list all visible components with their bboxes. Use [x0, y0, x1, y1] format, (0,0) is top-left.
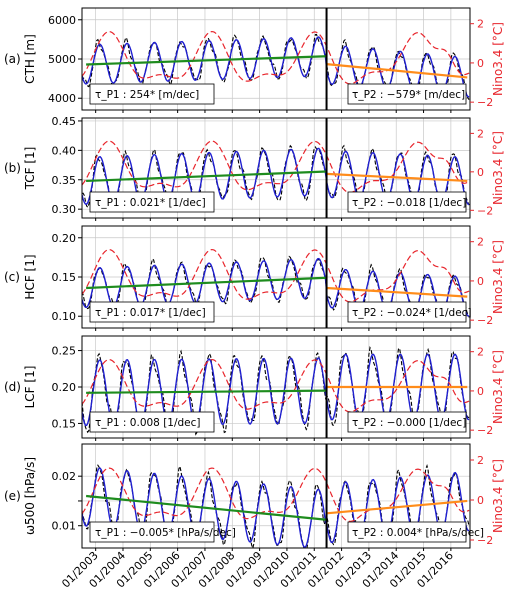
y-axis-label: TCF [1]: [23, 147, 37, 191]
y-right-tick-label: 2: [477, 18, 484, 31]
panel-label: (c): [4, 270, 20, 284]
y-right-tick-label: −2: [477, 314, 493, 327]
trend-label-p2: τ_P2 : −0.018 [1/dec]: [352, 197, 466, 209]
trend-label-box-p1: [89, 411, 215, 433]
axes-frame: [81, 117, 471, 219]
y-right-tick-label: 2: [477, 127, 484, 140]
y-tick-label: 0.20: [52, 232, 77, 245]
trend-label-box-p2: [347, 411, 467, 433]
y-right-tick-label: 0: [477, 166, 484, 179]
y-tick-label: 0.01: [52, 520, 77, 533]
y-right-tick-label: −2: [477, 424, 493, 437]
trend-label-box-p1: [89, 521, 215, 543]
trend-label-box-p2: [347, 521, 467, 543]
trend-label-box-p1: [89, 83, 215, 105]
trend-label-p2: τ_P2 : 0.004* [hPa/s/dec]: [352, 527, 484, 539]
trend-line-p1: [86, 389, 327, 394]
trend-line-p1: [86, 170, 327, 183]
panel-d: τ_P1 : 0.008 [1/dec] τ_P2 : −0.000 [1/dec…: [4, 335, 505, 441]
panel-a: τ_P1 : 254* [m/dec] τ_P2 : −579* [m/dec] 4…: [4, 7, 505, 113]
trend-label-p1: τ_P1 : 0.021* [1/dec]: [95, 197, 206, 209]
axes-frame: [81, 443, 471, 549]
trend-line-p1: [86, 55, 327, 66]
y-right-axis-label: Nino3.4 [°C]: [491, 240, 505, 314]
y-right-tick-label: −2: [477, 204, 493, 217]
panel-c: τ_P1 : 0.017* [1/dec] τ_P2 : −0.024* [1/d…: [4, 225, 505, 331]
trend-line-p2: [326, 63, 468, 79]
trend-label-p1: τ_P1 : 0.008 [1/dec]: [95, 417, 201, 429]
trend-label-box-p2: [347, 83, 467, 105]
y-tick-label: 0.15: [52, 271, 77, 284]
y-right-tick-label: −2: [477, 96, 493, 109]
y-tick-label: 0.30: [52, 203, 77, 216]
model-series-line: [82, 36, 470, 98]
y-right-tick-label: 0: [477, 275, 484, 288]
trend-line-p1: [86, 276, 327, 290]
model-series-line: [82, 257, 470, 317]
trend-label-box-p2: [347, 191, 467, 213]
y-tick-label: 0.15: [52, 417, 77, 430]
panel-label: (a): [4, 52, 21, 66]
panel-label: (e): [4, 489, 21, 503]
panel-label: (d): [4, 380, 21, 394]
y-right-tick-label: 2: [477, 346, 484, 359]
nino34-series-line: [82, 248, 470, 303]
y-tick-label: 0.40: [52, 144, 77, 157]
y-tick-label: 4000: [48, 92, 76, 105]
model-series-line: [82, 147, 470, 205]
y-tick-label: 5000: [48, 53, 76, 66]
y-axis-label: HCF [1]: [23, 254, 37, 299]
y-tick-label: 0.35: [52, 174, 77, 187]
trend-label-p2: τ_P2 : −579* [m/dec]: [352, 89, 465, 101]
nino34-series-line: [82, 140, 470, 193]
model-series-line: [82, 353, 470, 427]
y-right-axis-label: Nino3.4 [°C]: [491, 131, 505, 205]
y-right-tick-label: 2: [477, 236, 484, 249]
y-tick-label: 0.20: [52, 381, 77, 394]
y-tick-label: 0.25: [52, 345, 77, 358]
y-right-tick-label: −2: [477, 534, 493, 547]
y-right-axis-label: Nino3.4 [°C]: [491, 350, 505, 424]
trend-label-p1: τ_P1 : 0.017* [1/dec]: [95, 307, 206, 319]
nino34-series-line: [82, 467, 470, 523]
y-tick-label: 0.02: [52, 470, 77, 483]
trend-line-p2: [326, 286, 468, 298]
y-tick-label: 6000: [48, 14, 76, 27]
y-right-axis-label: Nino3.4 [°C]: [491, 22, 505, 96]
panel-label: (b): [4, 161, 21, 175]
panel-b: τ_P1 : 0.021* [1/dec] τ_P2 : −0.018 [1/de…: [4, 115, 505, 221]
trend-label-p2: τ_P2 : −0.024* [1/dec]: [352, 307, 472, 319]
model-series-line: [82, 467, 470, 548]
y-right-tick-label: 2: [477, 454, 484, 467]
nino34-series-line: [82, 30, 470, 85]
trend-line-p1: [85, 494, 327, 521]
trend-label-box-p2: [347, 301, 467, 323]
trend-line-p2: [326, 172, 468, 183]
y-tick-label: 0.10: [52, 310, 77, 323]
y-axis-label: LCF [1]: [23, 366, 37, 409]
panel-e: τ_P1 : −0.005* [hPa/s/dec] τ_P2 : 0.004* …: [4, 443, 505, 551]
y-right-tick-label: 0: [477, 494, 484, 507]
y-axis-label: CTH [m]: [23, 34, 37, 84]
trend-label-p2: τ_P2 : −0.000 [1/dec]: [352, 417, 466, 429]
y-right-tick-label: 0: [477, 385, 484, 398]
y-right-tick-label: 0: [477, 57, 484, 70]
trend-label-p1: τ_P1 : 254* [m/dec]: [95, 89, 199, 101]
trend-label-box-p1: [89, 301, 215, 323]
nino34-series-line: [82, 358, 470, 413]
y-tick-label: 0.45: [52, 115, 77, 128]
trend-label-box-p1: [89, 191, 215, 213]
trend-line-p2: [326, 499, 468, 515]
y-right-axis-label: Nino3.4 [°C]: [491, 459, 505, 533]
trend-label-p1: τ_P1 : −0.005* [hPa/s/dec]: [95, 527, 236, 539]
y-axis-label: ω500 [hPa/s]: [23, 457, 37, 535]
